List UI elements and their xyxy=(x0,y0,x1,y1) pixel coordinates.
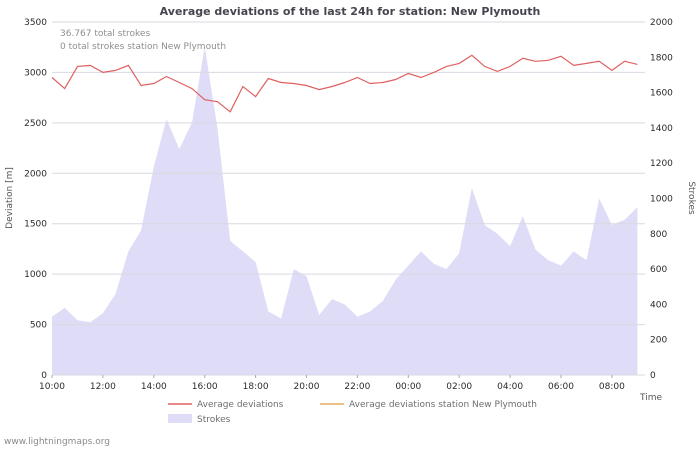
x-tick-label: 20:00 xyxy=(294,382,320,392)
x-tick-label: 10:00 xyxy=(39,382,65,392)
y-left-tick-label: 2000 xyxy=(24,169,47,179)
y-left-tick-label: 1000 xyxy=(24,270,47,280)
y-right-tick-label: 600 xyxy=(650,265,667,275)
watermark: www.lightningmaps.org xyxy=(4,437,110,447)
y-right-tick-label: 800 xyxy=(650,230,667,240)
station-strokes-annotation: 0 total strokes station New Plymouth xyxy=(60,42,226,52)
legend-avg-deviations-label: Average deviations xyxy=(197,400,284,410)
legend-station-label: Average deviations station New Plymouth xyxy=(349,400,537,410)
chart-title: Average deviations of the last 24h for s… xyxy=(160,5,541,18)
y-right-tick-label: 1000 xyxy=(650,195,673,205)
total-strokes-annotation: 36.767 total strokes xyxy=(60,29,150,39)
legend-strokes-label: Strokes xyxy=(197,415,231,425)
y-right-tick-label: 1600 xyxy=(650,89,673,99)
x-tick-label: 08:00 xyxy=(599,382,625,392)
x-axis-label: Time xyxy=(639,393,662,403)
x-tick-label: 06:00 xyxy=(548,382,574,392)
x-tick-label: 12:00 xyxy=(90,382,116,392)
y-left-axis-label: Deviation [m] xyxy=(5,167,15,229)
y-left-tick-label: 0 xyxy=(41,371,47,381)
x-tick-label: 14:00 xyxy=(141,382,167,392)
avg-deviation-line xyxy=(51,54,638,113)
y-right-axis-label: Strokes xyxy=(686,181,696,215)
strokes-area xyxy=(52,46,638,375)
x-tick-label: 18:00 xyxy=(243,382,269,392)
x-tick-label: 04:00 xyxy=(497,382,523,392)
y-right-tick-label: 200 xyxy=(650,336,667,346)
y-right-tick-label: 2000 xyxy=(650,18,673,28)
y-right-tick-label: 0 xyxy=(650,371,656,381)
y-left-tick-label: 1500 xyxy=(24,220,47,230)
x-tick-label: 16:00 xyxy=(192,382,218,392)
x-tick-label: 02:00 xyxy=(446,382,472,392)
y-right-tick-label: 1400 xyxy=(650,124,673,134)
y-left-tick-label: 3000 xyxy=(24,68,47,78)
legend-strokes-swatch xyxy=(168,414,192,423)
x-tick-label: 00:00 xyxy=(395,382,421,392)
plot-layer: 0 500 1000 1500 2000 2500 3000 3500 0 200 400 600 80… xyxy=(24,18,673,392)
y-left-tick-label: 3500 xyxy=(24,18,47,28)
x-tick-label: 22:00 xyxy=(344,382,370,392)
y-left-tick-label: 500 xyxy=(30,321,47,331)
y-left-tick-label: 2500 xyxy=(24,119,47,129)
y-right-tick-label: 400 xyxy=(650,300,667,310)
y-right-tick-label: 1200 xyxy=(650,159,673,169)
y-right-tick-label: 1800 xyxy=(650,53,673,63)
